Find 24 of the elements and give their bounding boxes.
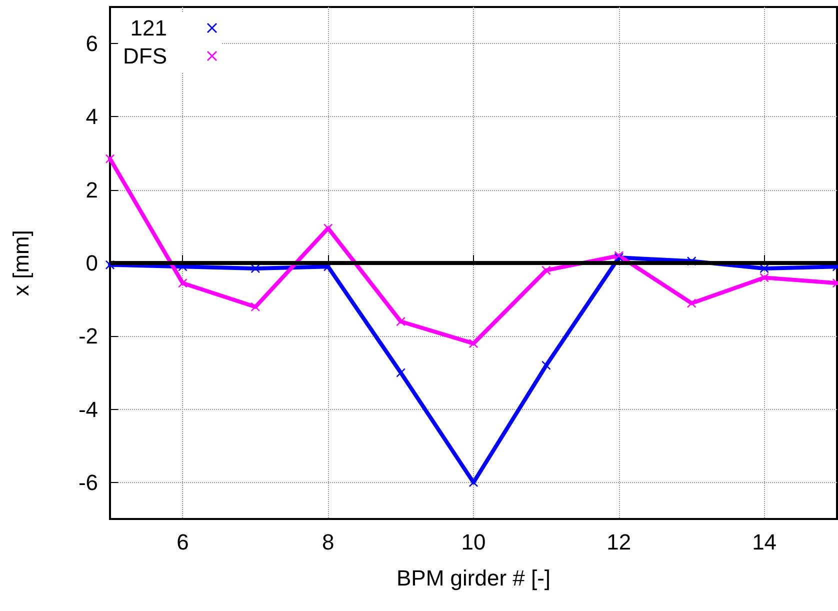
point <box>687 298 696 308</box>
x-axis-title: BPM girder # [-] <box>396 566 551 590</box>
y-tick-label: 0 <box>86 250 98 276</box>
y-tick-label: -2 <box>78 324 98 349</box>
point <box>542 360 551 370</box>
x-tick-label: 14 <box>752 530 777 554</box>
legend-label: DFS <box>123 44 167 68</box>
point <box>178 278 188 288</box>
legend-label: 121 <box>130 16 167 40</box>
point <box>250 302 260 312</box>
point <box>396 317 406 326</box>
y-tick-label: 4 <box>86 104 98 130</box>
x-tick-label: 10 <box>461 530 486 554</box>
x-tick-label: 12 <box>606 530 632 554</box>
y-tick-label: 2 <box>86 177 98 202</box>
y-tick-label: -6 <box>78 470 98 495</box>
y-tick-label: -4 <box>78 396 98 422</box>
y-tick-label: 6 <box>86 31 98 56</box>
y-axis-title: x [mm] <box>8 230 34 296</box>
point <box>760 273 769 282</box>
point <box>106 154 114 164</box>
x-tick-label: 6 <box>176 530 189 554</box>
x-tick-label: 8 <box>322 530 334 554</box>
point <box>542 266 551 275</box>
